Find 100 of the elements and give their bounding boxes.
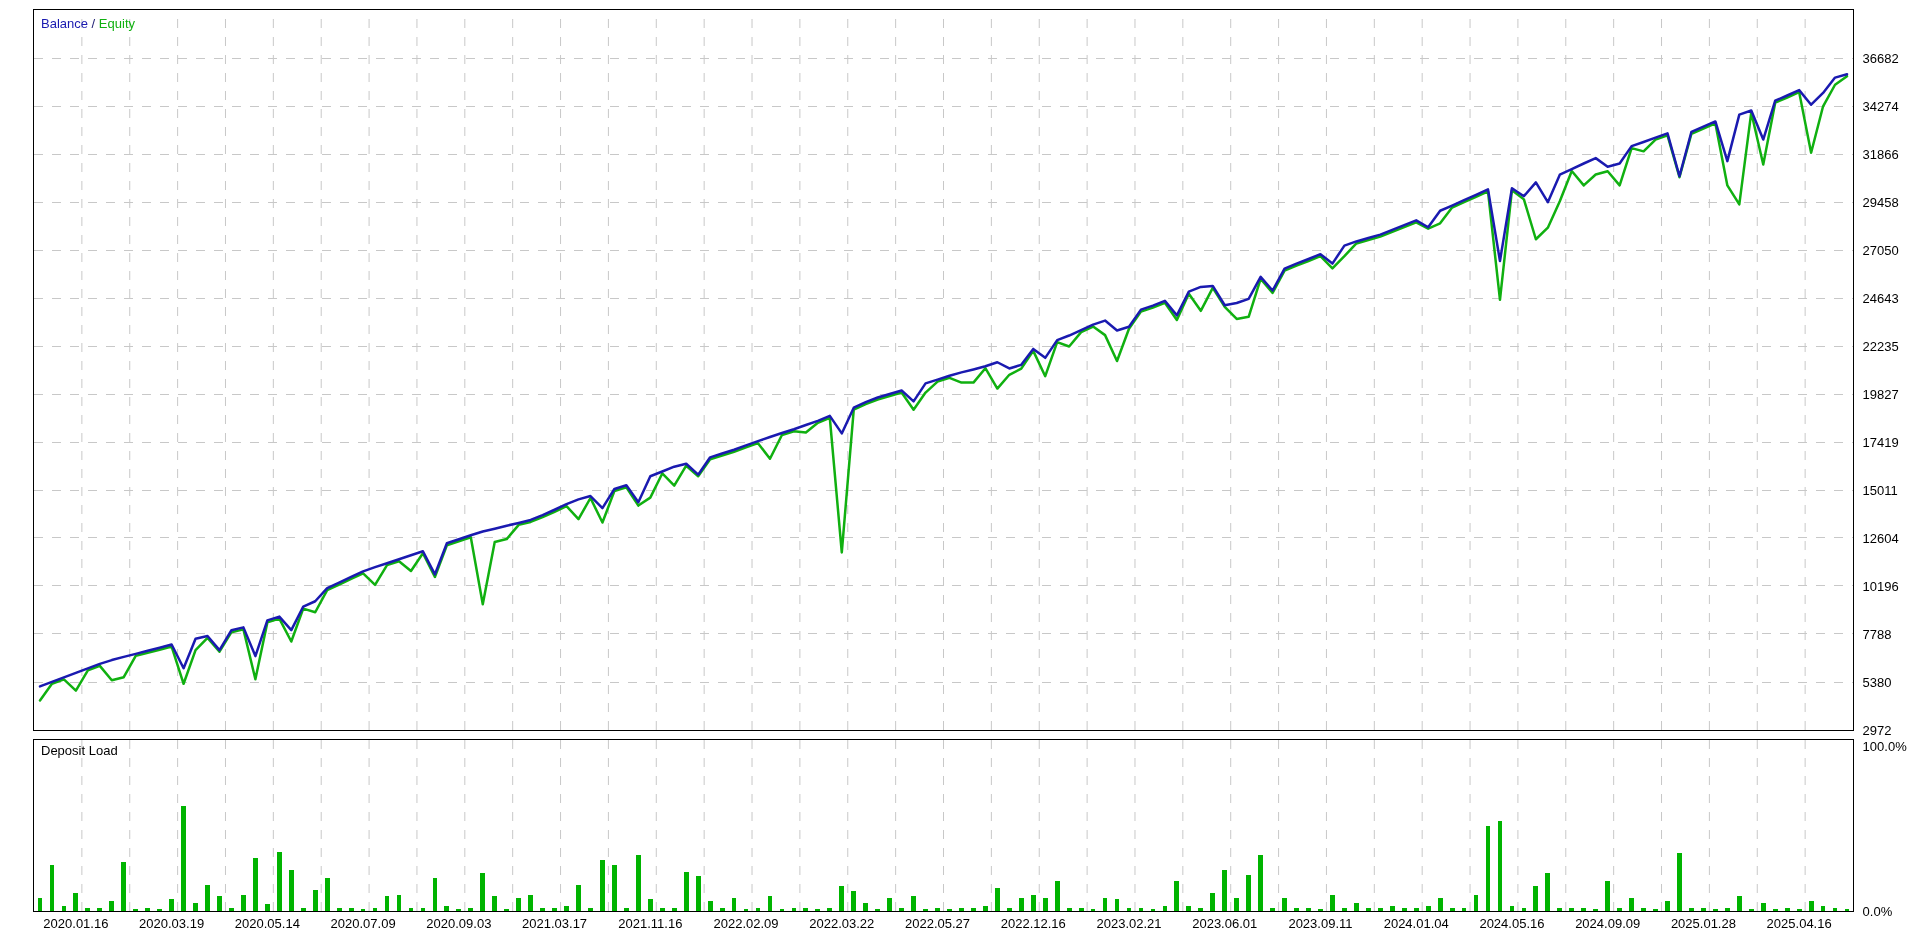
bar [349,908,354,911]
bar [421,908,425,911]
y-tick-label: 19827 [1862,386,1899,402]
bar [1821,906,1825,911]
bar [1330,895,1335,911]
bar [1557,908,1562,911]
x-tick-label: 2022.12.16 [1000,915,1066,931]
bar [1198,908,1203,911]
bar [1282,898,1287,911]
bar [229,908,234,911]
y-tick-label: 15011 [1862,482,1898,498]
bar [1605,881,1610,911]
bar [301,908,306,911]
bar [1306,908,1311,911]
bar [277,852,282,911]
bar [397,895,401,911]
bar [121,862,126,911]
bar [1222,870,1227,911]
y-tick-label: 5380 [1862,674,1892,690]
bar [696,876,701,911]
bar [1522,908,1526,911]
bar [1366,908,1371,911]
x-tick-label: 2020.07.09 [330,915,396,931]
bar [1079,908,1084,911]
bar [1486,826,1490,911]
x-tick-label: 2020.03.19 [139,915,205,931]
x-tick-label: 2023.06.01 [1192,915,1258,931]
x-tick-label: 2022.02.09 [713,915,779,931]
bar [85,908,90,911]
x-tick-label: 2024.05.16 [1479,915,1545,931]
bar [935,908,940,911]
x-tick-label: 2022.03.22 [809,915,875,931]
bar [516,898,521,911]
x-tick-label: 2022.05.27 [904,915,971,931]
y-tick-label: 22235 [1862,338,1899,354]
y-tick-label: 100.0% [1862,739,1908,755]
x-tick-label: 2024.09.09 [1575,915,1641,931]
bar [971,908,976,911]
bar [1378,908,1383,911]
bar [1115,899,1119,911]
bar [1641,908,1646,911]
x-tick-label: 2025.01.28 [1670,915,1736,931]
bar [1474,895,1478,911]
bar [385,896,389,911]
bar [636,855,641,911]
bar [1689,908,1694,911]
bar [576,885,581,911]
bar [1258,855,1263,911]
bar [1270,908,1275,911]
bar [792,908,796,911]
x-tick-label: 2021.11.16 [618,915,683,931]
bar [1737,896,1742,911]
bar [827,908,832,911]
bar [109,901,114,911]
x-tick-label: 2023.02.21 [1096,915,1162,931]
bar [1127,908,1131,911]
bar [1019,898,1024,911]
bar [1438,898,1443,911]
bar [1581,908,1586,911]
x-tick-label: 2025.04.16 [1766,915,1832,931]
bar [373,908,377,911]
bar [1761,903,1766,911]
bar [217,896,222,911]
bar [1210,893,1215,911]
y-tick-label: 2972 [1862,722,1892,738]
bar [851,891,856,911]
bar [720,908,725,911]
bar [983,906,988,911]
text: Balance [41,16,88,31]
text: Equity [98,16,136,31]
bar [1007,908,1012,911]
bar [648,899,653,911]
bar [756,908,760,911]
x-tick-label: 2020.01.16 [43,915,109,931]
bar [660,908,665,911]
bar [1414,908,1419,911]
y-tick-label: 7788 [1862,626,1892,642]
bar [1629,898,1634,911]
x-tick-label: 2020.09.03 [426,915,492,931]
bar [528,895,533,911]
bar [1701,908,1706,911]
bar [1545,873,1550,911]
bar [73,893,78,911]
bar [995,888,1000,911]
bar [444,906,449,911]
y-tick-label: 17419 [1862,434,1899,450]
bar [684,872,689,911]
bar [169,899,174,911]
x-tick-label: 2020.05.14 [234,915,300,931]
bar [62,906,66,911]
bar [1103,898,1107,911]
bar [732,898,736,911]
bar [552,908,557,911]
bar [588,908,593,911]
x-tick-label: 2021.03.17 [522,915,588,931]
bar [887,898,892,911]
bar [564,906,569,911]
bar [1665,901,1670,911]
bar [1498,821,1502,911]
y-tick-label: 29458 [1862,194,1899,210]
